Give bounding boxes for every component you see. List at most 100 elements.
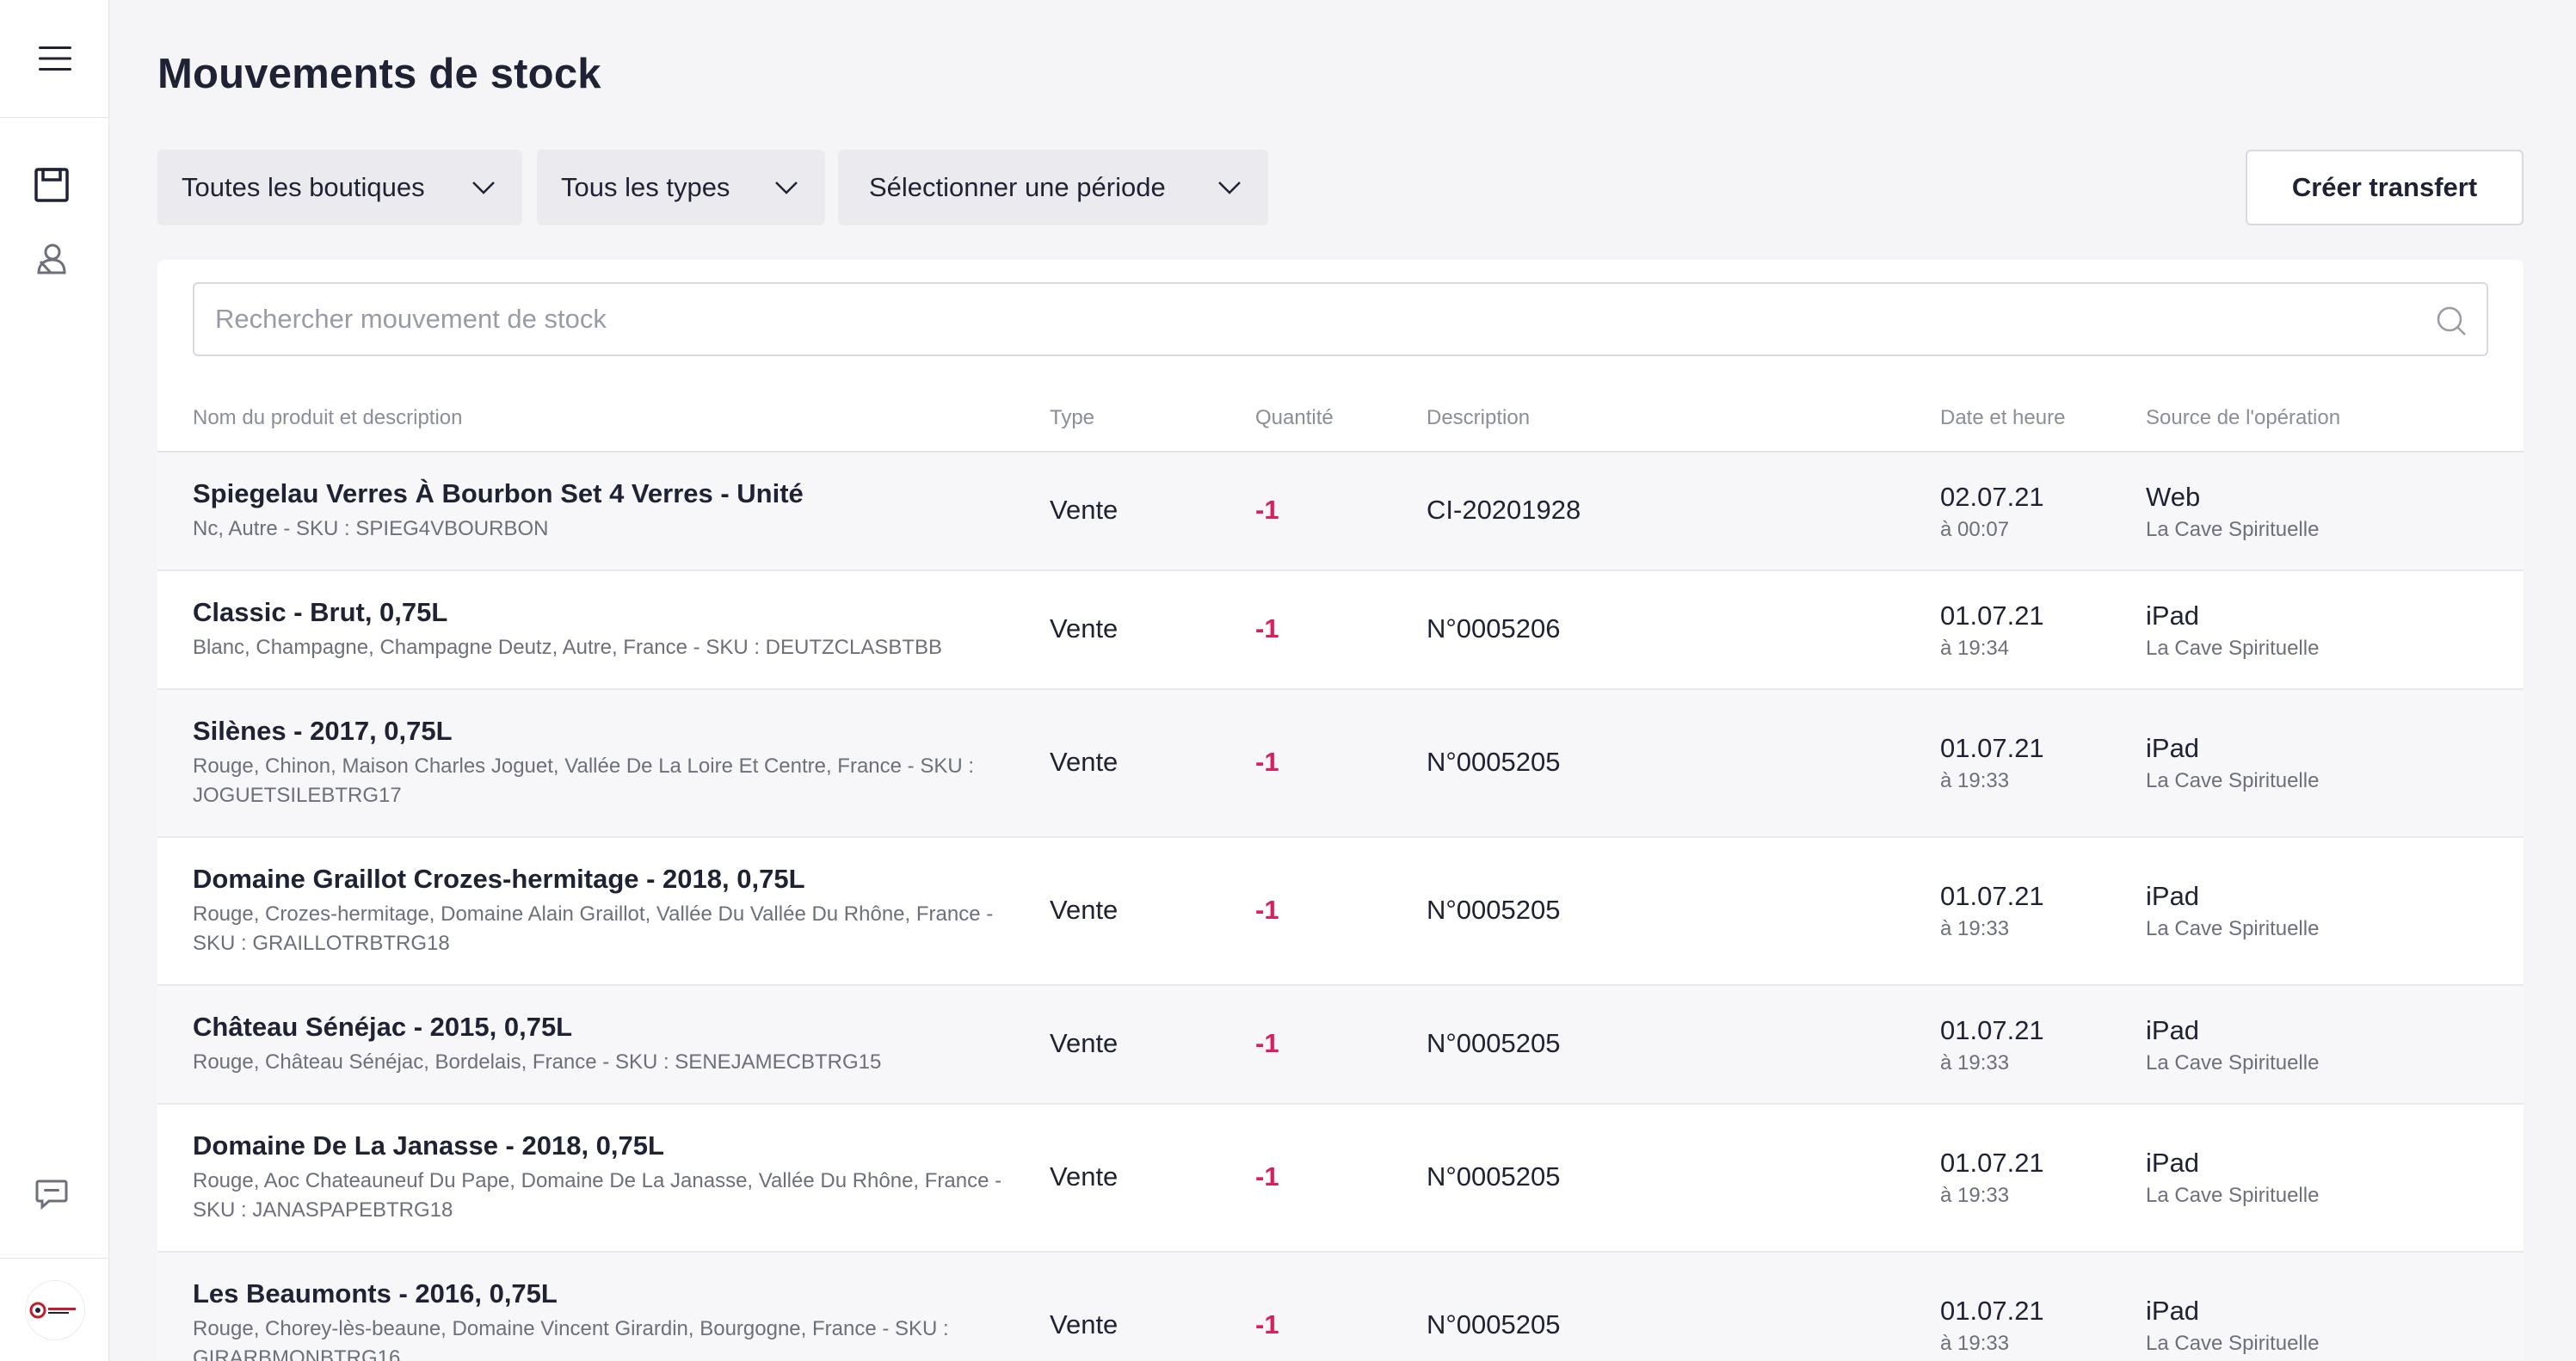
table-row[interactable]: Domaine De La Janasse - 2018, 0,75L Roug… [157, 1105, 2524, 1253]
movement-date: 01.07.21 [1940, 881, 2044, 911]
movement-time: à 19:33 [1940, 917, 2010, 940]
product-name: Silènes - 2017, 0,75L [193, 716, 453, 746]
table-row[interactable]: Château Sénéjac - 2015, 0,75L Rouge, Châ… [157, 986, 2524, 1105]
product-name: Domaine De La Janasse - 2018, 0,75L [193, 1130, 664, 1161]
operation-source: Web [2146, 482, 2201, 512]
product-details: Rouge, Chinon, Maison Charles Joguet, Va… [193, 754, 975, 807]
shop-filter-dropdown[interactable]: Toutes les boutiques [157, 150, 522, 225]
operation-shop: La Cave Spirituelle [2146, 637, 2320, 660]
movement-type: Vente [1050, 1028, 1119, 1058]
operation-shop: La Cave Spirituelle [2146, 917, 2320, 940]
movement-date: 01.07.21 [1940, 1148, 2044, 1178]
product-details: Rouge, Aoc Chateauneuf Du Pape, Domaine … [193, 1169, 1002, 1222]
operation-source: iPad [2146, 1148, 2200, 1178]
menu-button[interactable] [0, 0, 109, 118]
movement-description: N°0005205 [1427, 1161, 1561, 1192]
movement-date: 01.07.21 [1940, 1296, 2044, 1326]
avatar[interactable] [25, 1280, 84, 1339]
movement-quantity: -1 [1255, 495, 1279, 525]
movement-quantity: -1 [1255, 895, 1279, 925]
movement-time: à 19:33 [1940, 1332, 2010, 1355]
product-details: Nc, Autre - SKU : SPIEG4VBOURBON [193, 517, 549, 540]
product-name: Spiegelau Verres À Bourbon Set 4 Verres … [193, 478, 804, 508]
chevron-down-icon [775, 182, 798, 194]
type-filter-dropdown[interactable]: Tous les types [537, 150, 825, 225]
header-date[interactable]: Date et heure [1940, 406, 2066, 429]
movement-type: Vente [1050, 747, 1119, 777]
chevron-down-icon [1218, 182, 1241, 194]
users-icon [37, 243, 66, 274]
movement-type: Vente [1050, 495, 1119, 525]
header-type[interactable]: Type [1050, 406, 1095, 429]
period-filter-dropdown[interactable]: Sélectionner une période [838, 150, 1268, 225]
operation-source: iPad [2146, 1296, 2200, 1326]
table-row[interactable]: Spiegelau Verres À Bourbon Set 4 Verres … [157, 453, 2524, 571]
type-filter-label: Tous les types [561, 172, 730, 202]
movement-quantity: -1 [1255, 613, 1279, 644]
operation-source: iPad [2146, 733, 2200, 763]
table-row[interactable]: Les Beaumonts - 2016, 0,75L Rouge, Chore… [157, 1253, 2524, 1361]
movement-date: 01.07.21 [1940, 1015, 2044, 1045]
operation-shop: La Cave Spirituelle [2146, 1184, 2320, 1207]
create-transfer-button[interactable]: Créer transfert [2246, 150, 2524, 225]
period-filter-label: Sélectionner une période [869, 172, 1166, 202]
movement-description: N°0005205 [1427, 1028, 1561, 1058]
operation-source: iPad [2146, 881, 2200, 911]
operation-shop: La Cave Spirituelle [2146, 1332, 2320, 1355]
movement-quantity: -1 [1255, 1309, 1279, 1339]
shop-logo-icon [29, 1302, 76, 1318]
table-row[interactable]: Silènes - 2017, 0,75L Rouge, Chinon, Mai… [157, 690, 2524, 838]
table-row[interactable]: Classic - Brut, 0,75L Blanc, Champagne, … [157, 571, 2524, 690]
nav-stock[interactable] [33, 166, 71, 204]
movement-time: à 19:33 [1940, 1184, 2010, 1207]
movement-description: N°0005205 [1427, 895, 1561, 925]
shop-filter-label: Toutes les boutiques [182, 172, 425, 202]
movement-description: N°0005205 [1427, 747, 1561, 777]
product-details: Rouge, Crozes-hermitage, Domaine Alain G… [193, 902, 994, 955]
nav-chat[interactable] [33, 1175, 71, 1213]
header-description[interactable]: Description [1427, 406, 1531, 429]
movement-quantity: -1 [1255, 1028, 1279, 1058]
movement-time: à 19:33 [1940, 1051, 2010, 1075]
search-icon[interactable] [2435, 305, 2468, 337]
movement-type: Vente [1050, 1309, 1119, 1339]
movement-date: 01.07.21 [1940, 733, 2044, 763]
movement-time: à 19:34 [1940, 637, 2010, 660]
movement-quantity: -1 [1255, 747, 1279, 777]
movement-description: N°0005206 [1427, 613, 1561, 644]
movement-type: Vente [1050, 1161, 1119, 1192]
product-details: Rouge, Château Sénéjac, Bordelais, Franc… [193, 1050, 882, 1074]
operation-shop: La Cave Spirituelle [2146, 1051, 2320, 1075]
product-name: Les Beaumonts - 2016, 0,75L [193, 1278, 558, 1309]
product-name: Domaine Graillot Crozes-hermitage - 2018… [193, 864, 805, 894]
movement-quantity: -1 [1255, 1161, 1279, 1192]
header-source[interactable]: Source de l'opération [2146, 406, 2341, 429]
movement-date: 01.07.21 [1940, 600, 2044, 631]
movement-time: à 00:07 [1940, 518, 2010, 541]
header-quantity[interactable]: Quantité [1255, 406, 1334, 429]
inventory-box-icon [34, 168, 69, 202]
product-name: Classic - Brut, 0,75L [193, 597, 448, 627]
operation-shop: La Cave Spirituelle [2146, 769, 2320, 792]
table-row[interactable]: Domaine Graillot Crozes-hermitage - 2018… [157, 838, 2524, 986]
product-details: Blanc, Champagne, Champagne Deutz, Autre… [193, 636, 943, 659]
page-title: Mouvements de stock [157, 51, 601, 97]
movement-description: N°0005205 [1427, 1309, 1561, 1339]
operation-source: iPad [2146, 1015, 2200, 1045]
movement-date: 02.07.21 [1940, 482, 2044, 512]
header-name[interactable]: Nom du produit et description [193, 406, 463, 429]
product-details: Rouge, Chorey-lès-beaune, Domaine Vincen… [193, 1317, 949, 1361]
chevron-down-icon [472, 182, 495, 194]
movement-type: Vente [1050, 895, 1119, 925]
sidebar [0, 0, 109, 1361]
movement-type: Vente [1050, 613, 1119, 644]
search-box [193, 282, 2488, 356]
operation-source: iPad [2146, 600, 2200, 631]
operation-shop: La Cave Spirituelle [2146, 518, 2320, 541]
product-name: Château Sénéjac - 2015, 0,75L [193, 1012, 573, 1042]
chat-icon [35, 1179, 68, 1210]
movement-time: à 19:33 [1940, 769, 2010, 792]
movement-description: CI-20201928 [1427, 495, 1581, 525]
search-input[interactable] [215, 304, 2400, 335]
nav-contacts[interactable] [33, 240, 71, 278]
